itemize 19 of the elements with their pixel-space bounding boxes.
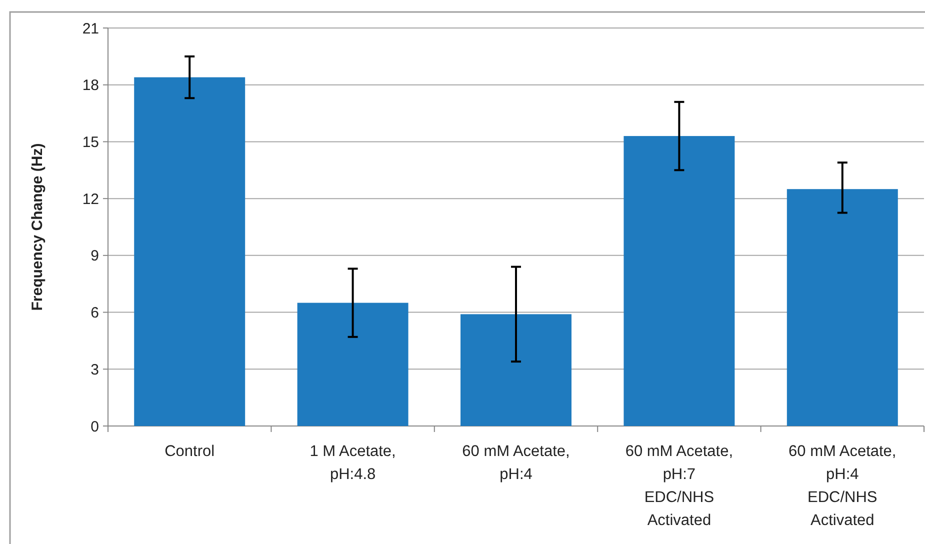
y-tick-label: 12 [82, 190, 99, 208]
bar [786, 189, 898, 426]
x-tick-label: 60 mM Acetate, pH:7 EDC/NHS Activated [625, 443, 734, 529]
x-tick-label: 1 M Acetate, pH:4.8 [310, 443, 396, 483]
y-tick-label: 3 [90, 361, 99, 378]
y-tick-label: 9 [90, 248, 99, 265]
x-tick-label: 60 mM Acetate, pH:4 EDC/NHS Activated [788, 443, 896, 529]
y-tick-label: 18 [82, 77, 99, 94]
y-tick-label: 21 [82, 20, 99, 38]
bar [460, 314, 572, 426]
x-tick-label: 60 mM Acetate, pH:4 [462, 443, 570, 483]
x-tick-label: Control [164, 443, 215, 460]
y-axis-title: Frequency Change (Hz) [29, 143, 46, 311]
y-tick-label: 15 [82, 134, 99, 151]
y-tick-label: 6 [90, 304, 99, 322]
bar [134, 77, 246, 426]
y-tick-label: 0 [90, 418, 99, 436]
bar [624, 136, 735, 426]
bar [297, 302, 408, 426]
